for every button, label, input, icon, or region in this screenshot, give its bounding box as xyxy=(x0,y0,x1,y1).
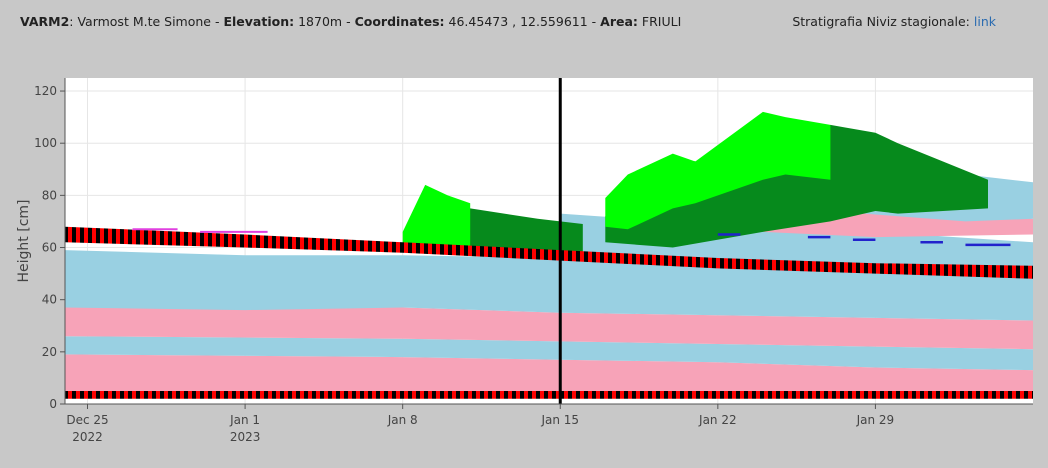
station-header: VARM2: Varmost M.te Simone - Elevation: … xyxy=(20,14,682,29)
y-tick-label-3: 60 xyxy=(42,241,57,255)
y-tick-label-4: 80 xyxy=(42,188,57,202)
stratigraphy-link[interactable]: link xyxy=(973,14,996,29)
snow-layer-pink-2 xyxy=(65,307,1033,350)
x-tick-label-4: Jan 22 xyxy=(698,413,737,427)
snow-layer-bright_green-10 xyxy=(605,111,831,230)
coordinates-value: 46.45473 , 12.559611 xyxy=(448,14,588,29)
x-tick-sublabel-1: 2023 xyxy=(230,430,261,444)
stratigraphy-header: Stratigrafia Niviz stagionale: link xyxy=(792,14,996,29)
thin-layer-marks xyxy=(132,228,1011,247)
y-tick-label-2: 40 xyxy=(42,293,57,307)
axes: 0 20 40 60 80 100 120 Dec 25 2022 Jan 1 2023 Jan 8 J… xyxy=(34,78,1033,444)
y-tick-label-1: 20 xyxy=(42,345,57,359)
elevation-value: 1870m xyxy=(298,14,343,29)
stratigraphy-label: Stratigrafia Niviz stagionale: xyxy=(792,14,970,29)
station-name: Varmost M.te Simone xyxy=(77,14,211,29)
snow-layer-dark_green-9 xyxy=(605,124,988,248)
crust-band-0 xyxy=(65,391,1033,399)
snow-layer-light_blue-3 xyxy=(65,250,1033,321)
snow-layer-bright_green-8 xyxy=(402,184,471,248)
x-tick-label-3: Jan 15 xyxy=(540,413,579,427)
snow-layer-pink-0 xyxy=(65,354,1033,397)
x-tick-sublabel-0: 2022 xyxy=(72,430,103,444)
y-tick-label-5: 100 xyxy=(34,136,57,150)
coordinates-label: Coordinates: xyxy=(354,14,445,29)
snow-layer-light_blue-1 xyxy=(65,336,1033,371)
crust-band-1 xyxy=(65,226,1033,279)
elevation-label: Elevation: xyxy=(223,14,295,29)
x-tick-label-2: Jan 8 xyxy=(387,413,418,427)
x-tick-label-0: Dec 25 xyxy=(66,413,108,427)
area-label: Area: xyxy=(600,14,638,29)
area-value: FRIULI xyxy=(641,14,682,29)
snow-layers xyxy=(65,111,1033,397)
y-tick-label-0: 0 xyxy=(49,397,57,411)
x-tick-label-1: Jan 1 xyxy=(229,413,260,427)
y-tick-label-6: 120 xyxy=(34,84,57,98)
crust-bands xyxy=(65,226,1033,399)
x-tick-label-5: Jan 29 xyxy=(856,413,895,427)
station-code: VARM2 xyxy=(20,14,70,29)
y-axis-label: Height [cm] xyxy=(16,200,32,283)
